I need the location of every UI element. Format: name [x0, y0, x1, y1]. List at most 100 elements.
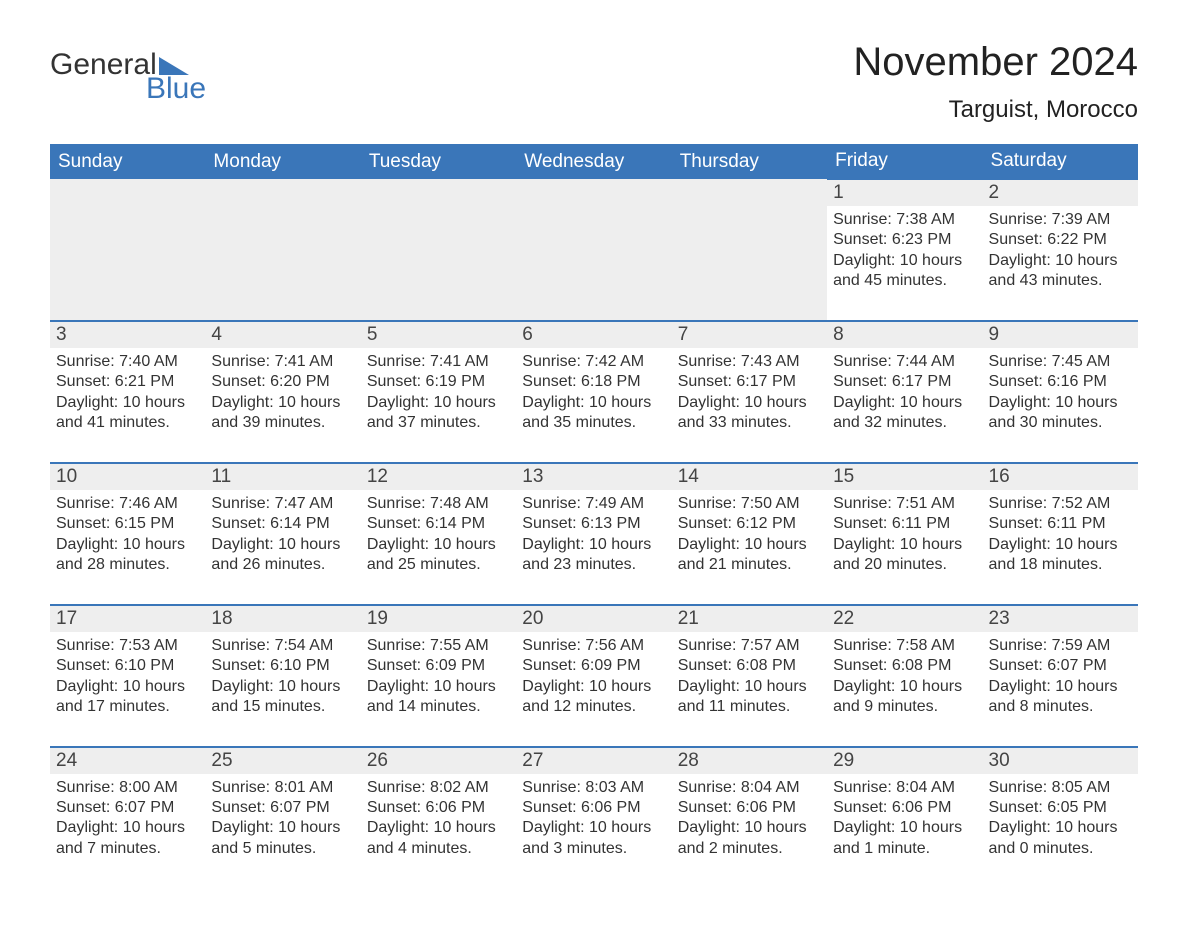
day-sunset: Sunset: 6:07 PM: [56, 798, 199, 818]
day-sunrise: Sunrise: 7:45 AM: [989, 352, 1132, 372]
calendar-header-cell: Saturday: [983, 144, 1138, 179]
calendar-day-cell: 26Sunrise: 8:02 AMSunset: 6:06 PMDayligh…: [361, 747, 516, 888]
day-sunrise: Sunrise: 7:56 AM: [522, 636, 665, 656]
title-block: November 2024 Targuist, Morocco: [853, 40, 1138, 124]
day-sunrise: Sunrise: 7:39 AM: [989, 210, 1132, 230]
calendar-day-cell: 5Sunrise: 7:41 AMSunset: 6:19 PMDaylight…: [361, 321, 516, 463]
calendar-week-row: 10Sunrise: 7:46 AMSunset: 6:15 PMDayligh…: [50, 463, 1138, 605]
day-sunset: Sunset: 6:16 PM: [989, 372, 1132, 392]
day-sunset: Sunset: 6:09 PM: [367, 656, 510, 676]
day-sunrise: Sunrise: 7:44 AM: [833, 352, 976, 372]
day-sunset: Sunset: 6:13 PM: [522, 514, 665, 534]
day-sunrise: Sunrise: 8:04 AM: [833, 778, 976, 798]
calendar-day-cell: 18Sunrise: 7:54 AMSunset: 6:10 PMDayligh…: [205, 605, 360, 747]
day-number: 2: [989, 182, 1132, 204]
calendar-header-cell: Tuesday: [361, 144, 516, 179]
calendar-week-row: 24Sunrise: 8:00 AMSunset: 6:07 PMDayligh…: [50, 747, 1138, 888]
calendar-day-cell: [672, 179, 827, 321]
day-number: 28: [678, 750, 821, 772]
calendar-day-cell: 29 Sunrise: 8:04 AMSunset: 6:06 PMDayligh…: [827, 747, 982, 888]
day-sunset: Sunset: 6:05 PM: [989, 798, 1132, 818]
calendar-header-cell: Monday: [205, 144, 360, 179]
day-sunset: Sunset: 6:17 PM: [678, 372, 821, 392]
calendar-day-cell: 24Sunrise: 8:00 AMSunset: 6:07 PMDayligh…: [50, 747, 205, 888]
day-daylight: Daylight: 10 hours and 3 minutes.: [522, 818, 665, 859]
day-daylight: Daylight: 10 hours and 12 minutes.: [522, 677, 665, 718]
day-number: 1: [833, 182, 976, 204]
day-sunset: Sunset: 6:07 PM: [989, 656, 1132, 676]
day-daylight: Daylight: 10 hours and 26 minutes.: [211, 535, 354, 576]
day-sunrise: Sunrise: 8:03 AM: [522, 778, 665, 798]
calendar-week-row: 17Sunrise: 7:53 AMSunset: 6:10 PMDayligh…: [50, 605, 1138, 747]
day-number: 17: [56, 608, 199, 630]
day-sunset: Sunset: 6:12 PM: [678, 514, 821, 534]
day-daylight: Daylight: 10 hours and 21 minutes.: [678, 535, 821, 576]
day-daylight: Daylight: 10 hours and 18 minutes.: [989, 535, 1132, 576]
calendar-day-cell: 14 Sunrise: 7:50 AMSunset: 6:12 PMDayligh…: [672, 463, 827, 605]
calendar-day-cell: [50, 179, 205, 321]
day-sunset: Sunset: 6:06 PM: [367, 798, 510, 818]
calendar-day-cell: 10Sunrise: 7:46 AMSunset: 6:15 PMDayligh…: [50, 463, 205, 605]
day-sunrise: Sunrise: 8:04 AM: [678, 778, 821, 798]
day-sunrise: Sunrise: 7:41 AM: [367, 352, 510, 372]
day-sunset: Sunset: 6:14 PM: [367, 514, 510, 534]
day-sunset: Sunset: 6:08 PM: [678, 656, 821, 676]
day-number: 30: [989, 750, 1132, 772]
day-sunrise: Sunrise: 7:49 AM: [522, 494, 665, 514]
day-number: 16: [989, 466, 1132, 488]
day-sunrise: Sunrise: 7:59 AM: [989, 636, 1132, 656]
day-sunrise: Sunrise: 8:01 AM: [211, 778, 354, 798]
calendar-table: SundayMondayTuesdayWednesdayThursdayFrid…: [50, 144, 1138, 887]
day-sunrise: Sunrise: 7:55 AM: [367, 636, 510, 656]
calendar-day-cell: 2Sunrise: 7:39 AMSunset: 6:22 PMDaylight…: [983, 179, 1138, 321]
day-sunrise: Sunrise: 8:02 AM: [367, 778, 510, 798]
day-number: 19: [367, 608, 510, 630]
day-sunset: Sunset: 6:06 PM: [833, 798, 976, 818]
day-daylight: Daylight: 10 hours and 5 minutes.: [211, 818, 354, 859]
calendar-week-row: 1Sunrise: 7:38 AMSunset: 6:23 PMDaylight…: [50, 179, 1138, 321]
day-sunrise: Sunrise: 8:05 AM: [989, 778, 1132, 798]
calendar-day-cell: 20Sunrise: 7:56 AMSunset: 6:09 PMDayligh…: [516, 605, 671, 747]
calendar-day-cell: [516, 179, 671, 321]
day-sunrise: Sunrise: 7:50 AM: [678, 494, 821, 514]
calendar-day-cell: 27 Sunrise: 8:03 AMSunset: 6:06 PMDayligh…: [516, 747, 671, 888]
day-number: 25: [211, 750, 354, 772]
day-number: 15: [833, 466, 976, 488]
calendar-day-cell: 25Sunrise: 8:01 AMSunset: 6:07 PMDayligh…: [205, 747, 360, 888]
day-sunset: Sunset: 6:11 PM: [989, 514, 1132, 534]
day-sunset: Sunset: 6:22 PM: [989, 230, 1132, 250]
calendar-day-cell: 19Sunrise: 7:55 AMSunset: 6:09 PMDayligh…: [361, 605, 516, 747]
day-number: 27: [522, 750, 665, 772]
day-sunset: Sunset: 6:17 PM: [833, 372, 976, 392]
day-number: 29: [833, 750, 976, 772]
day-sunrise: Sunrise: 8:00 AM: [56, 778, 199, 798]
day-daylight: Daylight: 10 hours and 25 minutes.: [367, 535, 510, 576]
calendar-day-cell: 13Sunrise: 7:49 AMSunset: 6:13 PMDayligh…: [516, 463, 671, 605]
day-number: 14: [678, 466, 821, 488]
day-number: 8: [833, 324, 976, 346]
calendar-day-cell: 1Sunrise: 7:38 AMSunset: 6:23 PMDaylight…: [827, 179, 982, 321]
day-sunrise: Sunrise: 7:54 AM: [211, 636, 354, 656]
calendar-day-cell: [205, 179, 360, 321]
day-daylight: Daylight: 10 hours and 2 minutes.: [678, 818, 821, 859]
day-daylight: Daylight: 10 hours and 32 minutes.: [833, 393, 976, 434]
day-daylight: Daylight: 10 hours and 9 minutes.: [833, 677, 976, 718]
day-daylight: Daylight: 10 hours and 23 minutes.: [522, 535, 665, 576]
day-number: 10: [56, 466, 199, 488]
day-sunrise: Sunrise: 7:42 AM: [522, 352, 665, 372]
brand-part2: Blue: [50, 74, 206, 104]
day-sunrise: Sunrise: 7:52 AM: [989, 494, 1132, 514]
day-daylight: Daylight: 10 hours and 1 minute.: [833, 818, 976, 859]
day-sunset: Sunset: 6:15 PM: [56, 514, 199, 534]
calendar-day-cell: 9Sunrise: 7:45 AMSunset: 6:16 PMDaylight…: [983, 321, 1138, 463]
day-daylight: Daylight: 10 hours and 45 minutes.: [833, 251, 976, 292]
calendar-header-cell: Friday: [827, 144, 982, 179]
day-daylight: Daylight: 10 hours and 33 minutes.: [678, 393, 821, 434]
day-sunrise: Sunrise: 7:40 AM: [56, 352, 199, 372]
calendar-week-row: 3Sunrise: 7:40 AMSunset: 6:21 PMDaylight…: [50, 321, 1138, 463]
day-number: 6: [522, 324, 665, 346]
calendar-day-cell: 12Sunrise: 7:48 AMSunset: 6:14 PMDayligh…: [361, 463, 516, 605]
month-title: November 2024: [853, 40, 1138, 84]
calendar-day-cell: 21Sunrise: 7:57 AMSunset: 6:08 PMDayligh…: [672, 605, 827, 747]
day-sunset: Sunset: 6:06 PM: [522, 798, 665, 818]
